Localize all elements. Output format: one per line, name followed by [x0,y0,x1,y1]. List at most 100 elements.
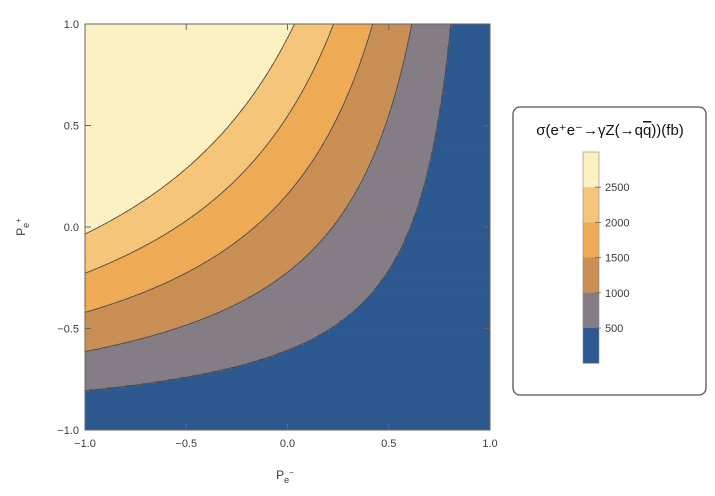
heatmap-cell [447,60,490,64]
heatmap-cell [404,56,449,60]
heatmap-cell [376,145,434,149]
heatmap-cell [263,147,321,151]
heatmap-cell [196,320,341,324]
heatmap-cell [145,198,216,202]
heatmap-cell [178,174,242,177]
heatmap-cell [334,123,388,127]
heatmap-cell [247,233,327,236]
heatmap-cell [279,127,333,131]
heatmap-cell [161,186,230,190]
heatmap-cell [89,231,169,234]
heatmap-cell [85,269,92,273]
heatmap-cell [85,101,248,104]
heatmap-cell [380,137,436,141]
heatmap-cell [253,293,372,297]
contour-line [85,24,296,235]
heatmap-cell [431,153,490,157]
heatmap-cell [85,308,96,311]
heatmap-cell [449,38,490,41]
heatmap-cell [409,38,451,41]
heatmap-cell [404,58,449,62]
heatmap-cell [390,107,440,110]
heatmap-cell [283,121,335,125]
heatmap-cell [346,97,396,100]
heatmap-cell [443,90,490,94]
heatmap-cell [85,157,197,161]
heatmap-cell [305,170,368,173]
heatmap-cell [85,302,116,305]
heatmap-cell [257,86,305,90]
heatmap-cell [372,155,432,159]
heatmap-cell [202,263,299,267]
heatmap-cell [325,42,368,45]
heatmap-cell [85,50,280,54]
heatmap-cell [396,255,490,259]
heatmap-cell [253,227,333,230]
heatmap-cell [439,113,490,116]
heatmap-cell [85,281,167,285]
heatmap-cell [85,255,125,259]
heatmap-cell [85,393,490,397]
heatmap-cell [234,241,321,244]
heatmap-cell [259,84,307,88]
heatmap-cell [321,332,490,336]
heatmap-cell [413,218,490,222]
heatmap-cell [297,344,490,348]
heatmap-cell [273,208,345,212]
heatmap-cell [431,155,490,159]
heatmap-cell [85,129,226,133]
heatmap-cell [109,220,185,224]
heatmap-cell [121,342,305,346]
y-tick-label: 0.5 [64,121,79,133]
heatmap-cell [85,74,266,78]
heatmap-cell [425,182,490,185]
heatmap-cell [435,137,490,141]
heatmap-cell [332,125,386,129]
heatmap-cell [338,113,390,116]
heatmap-cell [330,32,372,35]
heatmap-cell [85,194,153,198]
heatmap-cell [297,180,364,183]
heatmap-cell [382,277,490,281]
legend-label: 2000 [605,217,629,229]
heatmap-cell [372,291,490,295]
heatmap-cell [275,279,382,283]
heatmap-cell [257,88,305,92]
heatmap-cell [85,421,490,425]
heatmap-cell [394,93,445,96]
heatmap-cell [226,127,280,131]
heatmap-cell [161,235,244,238]
heatmap-cell [425,180,490,183]
heatmap-cell [85,117,236,121]
heatmap-cell [119,257,214,261]
heatmap-cell [398,76,447,80]
heatmap-cell [299,178,364,181]
heatmap-cell [390,265,490,269]
heatmap-cell [406,235,490,238]
heatmap-cell [85,145,212,149]
heatmap-cell [303,88,351,92]
heatmap-cell [445,68,490,72]
heatmap-cell [184,220,262,224]
heatmap-cell [212,371,490,374]
heatmap-cell [85,407,490,411]
heatmap-cell [129,208,202,212]
heatmap-cell [330,129,384,133]
heatmap-cell [334,24,374,27]
heatmap-cell [423,188,490,192]
heatmap-cell [374,289,490,293]
heatmap-cell [97,227,177,230]
heatmap-cell [449,32,490,35]
heatmap-cell [441,103,490,106]
heatmap-cell [218,194,287,198]
heatmap-cell [85,377,181,380]
heatmap-cell [85,176,177,179]
heatmap-cell [255,157,315,161]
heatmap-cell [204,261,301,265]
heatmap-cell [186,271,289,275]
heatmap-cell [202,373,490,376]
heatmap-cell [447,52,490,56]
heatmap-cell [360,58,406,62]
heatmap-cell [85,249,137,252]
heatmap-cell [190,322,339,326]
